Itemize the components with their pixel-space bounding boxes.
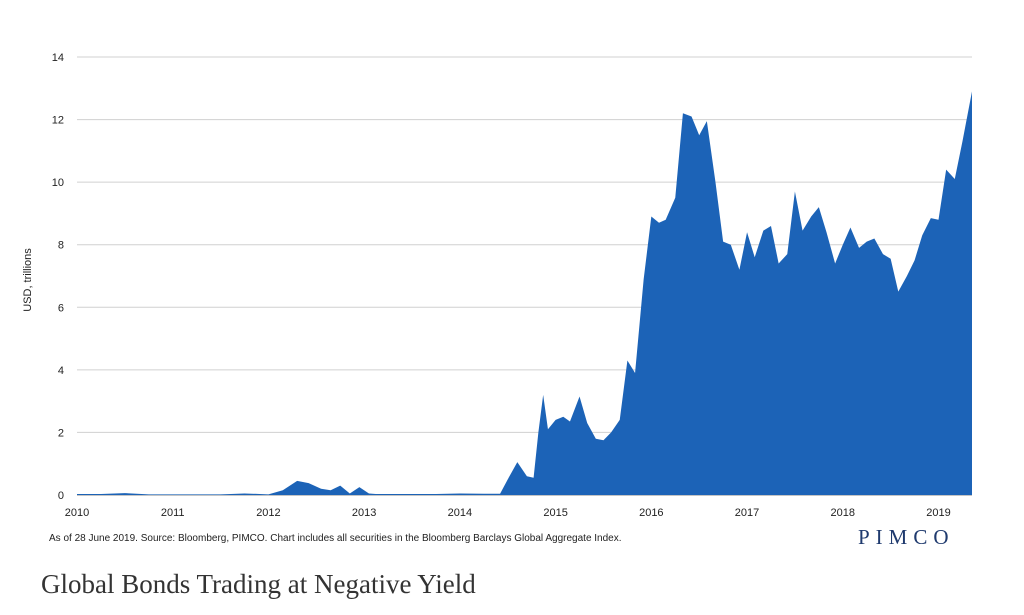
x-tick-label: 2017 (735, 507, 759, 519)
x-tick-label: 2013 (352, 507, 376, 519)
area-chart: 0 2 4 6 8 10 12 14 2010 2011 2012 2013 2014 2015 2016… (22, 52, 972, 519)
area-series (77, 91, 972, 495)
y-tick-label: 2 (58, 427, 64, 439)
y-tick-label: 12 (52, 115, 64, 127)
x-tick-label: 2011 (161, 507, 185, 519)
y-axis-label: USD, trillions (22, 248, 34, 312)
area-fill (77, 91, 972, 495)
y-tick-label: 6 (58, 302, 64, 314)
page-title: Global Bonds Trading at Negative Yield (41, 569, 476, 599)
gridlines (77, 56, 972, 496)
y-tick-label: 0 (58, 490, 64, 502)
source-footnote: As of 28 June 2019. Source: Bloomberg, P… (49, 533, 622, 544)
y-tick-label: 14 (52, 52, 64, 64)
y-tick-label: 8 (58, 240, 64, 252)
x-tick-label: 2012 (256, 507, 280, 519)
x-tick-label: 2014 (448, 507, 472, 519)
x-tick-label: 2016 (639, 507, 663, 519)
x-tick-label: 2015 (543, 507, 567, 519)
y-axis-ticks: 0 2 4 6 8 10 12 14 (52, 52, 64, 502)
x-tick-label: 2010 (65, 507, 89, 519)
y-tick-label: 10 (52, 177, 64, 189)
pimco-logo: PIMCO (858, 525, 955, 549)
x-tick-label: 2019 (926, 507, 950, 519)
y-tick-label: 4 (58, 365, 64, 377)
x-axis-ticks: 2010 2011 2012 2013 2014 2015 2016 2017 2018 2019 (65, 507, 951, 519)
x-tick-label: 2018 (831, 507, 855, 519)
